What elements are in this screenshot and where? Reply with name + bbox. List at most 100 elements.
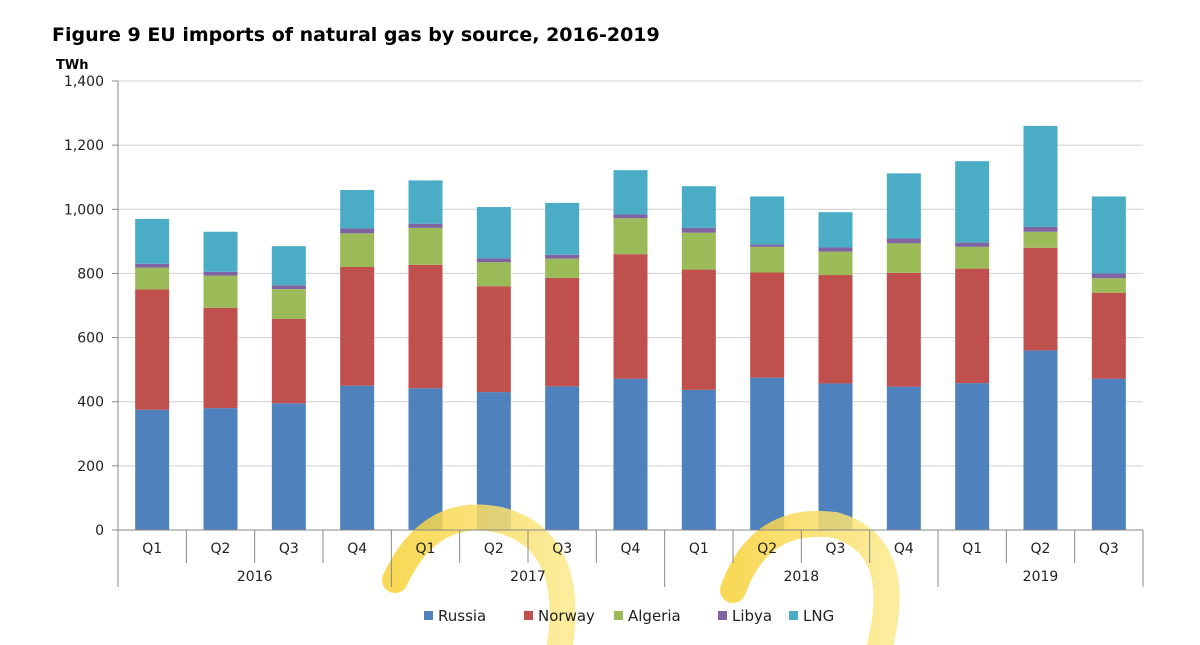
legend-label-algeria: Algeria [628, 607, 681, 625]
x-tick-label: Q4 [621, 541, 641, 557]
bar-segment-lng [886, 173, 921, 239]
bar-segment-lng [271, 246, 306, 286]
legend-swatch-libya [718, 611, 727, 620]
x-tick-label: Q3 [552, 541, 572, 557]
y-tick-label: 200 [77, 459, 104, 475]
bar-segment-algeria [135, 267, 170, 290]
bar-segment-libya [1091, 273, 1126, 279]
y-tick-label: 1,400 [64, 74, 104, 90]
bar-segment-russia [408, 388, 443, 530]
bar-segment-russia [818, 383, 853, 530]
bar-segment-lng [135, 218, 170, 264]
bar-segment-libya [203, 271, 238, 276]
y-tick-label: 800 [77, 266, 104, 282]
bar-segment-libya [750, 244, 785, 247]
bar-segment-algeria [545, 258, 580, 278]
watermark-logo [382, 504, 900, 645]
x-tick-label: Q2 [757, 541, 777, 557]
bar-segment-algeria [1023, 231, 1058, 248]
x-tick-label: Q3 [826, 541, 846, 557]
legend-label-norway: Norway [538, 607, 595, 625]
bar-segment-russia [135, 409, 170, 530]
bar-segment-libya [476, 258, 511, 263]
bar-segment-lng [203, 231, 238, 272]
bar-segment-algeria [203, 275, 238, 308]
bar-segment-russia [271, 403, 306, 530]
bar-segment-norway [340, 267, 375, 386]
y-tick-label: 0 [95, 523, 104, 539]
x-tick-label: Q1 [416, 541, 436, 557]
bar-segment-libya [340, 228, 375, 234]
bar-segment-norway [203, 307, 238, 409]
bar-segment-lng [1091, 196, 1126, 274]
year-label: 2017 [510, 569, 546, 585]
bar-segment-russia [886, 386, 921, 530]
legend: Russia Norway Algeria Libya LNG [424, 607, 834, 625]
bar-segment-libya [135, 263, 170, 268]
legend-swatch-norway [524, 611, 533, 620]
bar-segment-libya [818, 247, 853, 252]
bar-segment-russia [545, 386, 580, 530]
axes [117, 81, 1143, 531]
bar-segment-lng [476, 207, 511, 259]
bar-segment-algeria [818, 251, 853, 276]
x-tick-label: Q2 [1031, 541, 1051, 557]
legend-label-libya: Libya [732, 607, 772, 625]
bar-segment-norway [955, 268, 990, 384]
bar-segment-russia [955, 383, 990, 530]
bar-segment-algeria [886, 243, 921, 273]
legend-swatch-lng [789, 611, 798, 620]
bar-segment-norway [135, 289, 170, 410]
bar-segment-norway [271, 318, 306, 404]
bar-segment-algeria [613, 218, 648, 255]
bar-segment-norway [1091, 292, 1126, 379]
bar-segment-russia [750, 377, 785, 530]
year-label: 2019 [1023, 569, 1059, 585]
bar-segment-algeria [476, 262, 511, 287]
bar-segment-algeria [408, 227, 443, 265]
y-tick-label: 600 [77, 331, 104, 347]
bar-segment-russia [613, 378, 648, 530]
y-tick-label: 1,200 [64, 138, 104, 154]
legend-swatch-russia [424, 611, 433, 620]
x-tick-label: Q3 [279, 541, 299, 557]
bar-segment-norway [750, 272, 785, 378]
bar-segment-libya [545, 254, 580, 259]
bar-segment-norway [1023, 247, 1058, 351]
figure-title: Figure 9 EU imports of natural gas by so… [52, 24, 660, 46]
legend-swatch-algeria [614, 611, 623, 620]
bar-segment-algeria [955, 246, 990, 269]
y-axis-unit-label: TWh [56, 58, 88, 73]
bar-segment-algeria [681, 232, 716, 270]
x-tick-label: Q3 [1099, 541, 1119, 557]
bars [135, 125, 1126, 530]
y-tick-label: 400 [77, 395, 104, 411]
bar-segment-norway [408, 264, 443, 389]
legend-label-lng: LNG [803, 607, 834, 625]
x-tick-label: Q4 [347, 541, 367, 557]
bar-segment-algeria [1091, 278, 1126, 293]
bar-segment-lng [545, 202, 580, 255]
bar-segment-lng [955, 161, 990, 243]
bar-segment-lng [408, 180, 443, 224]
bar-segment-norway [545, 277, 580, 387]
x-tick-label: Q2 [484, 541, 504, 557]
bar-segment-algeria [340, 233, 375, 268]
x-axis-labels: Q1 Q2 Q3 Q4 Q1 Q2 Q3 Q4 Q1 Q2 Q3 Q4 Q1 Q2 Q3 2016 2017 20… [117, 530, 1144, 587]
bar-segment-norway [613, 254, 648, 379]
bar-segment-lng [681, 186, 716, 228]
bar-segment-libya [613, 214, 648, 219]
year-label: 2016 [237, 569, 273, 585]
y-axis-ticks: 0 200 400 600 800 1,000 1,200 1,400 [64, 74, 118, 539]
bar-segment-algeria [271, 289, 306, 319]
bar-segment-lng [1023, 125, 1058, 227]
bar-segment-norway [681, 269, 716, 390]
bar-segment-russia [1091, 378, 1126, 530]
bar-segment-algeria [750, 246, 785, 273]
y-tick-label: 1,000 [64, 202, 104, 218]
year-label: 2018 [784, 569, 820, 585]
bar-segment-norway [886, 272, 921, 387]
bar-segment-norway [818, 275, 853, 384]
bar-segment-lng [340, 190, 375, 229]
